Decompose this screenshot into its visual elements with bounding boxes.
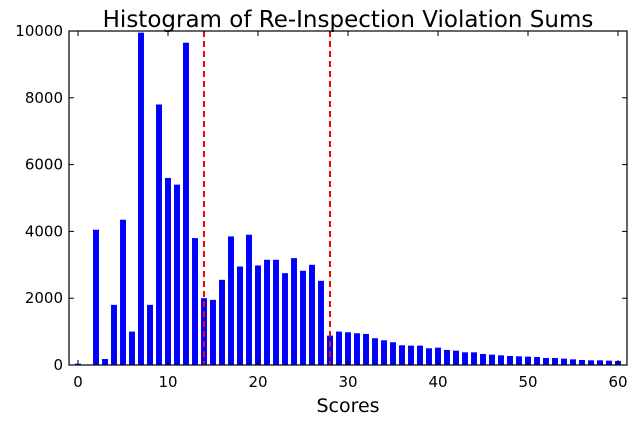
histogram-bar — [282, 273, 288, 365]
histogram-bar — [129, 331, 135, 365]
histogram-bar — [516, 356, 522, 365]
histogram-bar — [237, 266, 243, 365]
y-tick-label: 4000 — [25, 222, 63, 240]
histogram-bar — [300, 270, 306, 365]
histogram-bar — [435, 347, 441, 365]
bars-group — [75, 32, 621, 366]
histogram-bar — [228, 236, 234, 365]
histogram-bar — [453, 350, 459, 365]
histogram-bar — [543, 357, 549, 365]
histogram-bar — [390, 342, 396, 365]
histogram-bar — [102, 358, 108, 365]
histogram-bar — [507, 355, 513, 365]
y-tick-label: 6000 — [25, 156, 63, 174]
histogram-bar — [354, 333, 360, 365]
x-tick-label: 30 — [338, 373, 357, 391]
histogram-bar — [210, 299, 216, 365]
chart-title: Histogram of Re-Inspection Violation Sum… — [103, 7, 594, 33]
x-tick-label: 20 — [248, 373, 267, 391]
y-tick-label: 8000 — [25, 89, 63, 107]
histogram-bar — [309, 264, 315, 365]
histogram-bar — [588, 360, 594, 365]
y-tick-label: 0 — [53, 356, 63, 374]
x-tick-labels: 0 10 20 30 40 50 60 — [73, 373, 627, 391]
histogram-bar — [165, 177, 171, 365]
histogram-bar — [444, 349, 450, 365]
histogram-bar — [138, 32, 144, 366]
histogram-bar — [489, 354, 495, 365]
histogram-bar — [480, 353, 486, 365]
histogram-bar — [363, 333, 369, 365]
histogram-bar — [219, 279, 225, 365]
x-tick-label: 50 — [518, 373, 537, 391]
histogram-bar — [381, 340, 387, 365]
histogram-bar — [399, 345, 405, 365]
histogram-bar — [273, 259, 279, 365]
histogram-bar — [570, 359, 576, 365]
histogram-bar — [291, 258, 297, 365]
x-axis-title: Scores — [316, 395, 379, 417]
axis-ticks — [69, 30, 627, 366]
histogram-bar — [552, 357, 558, 365]
reference-lines — [203, 31, 331, 365]
y-tick-labels: 0 2000 4000 6000 8000 10000 — [15, 22, 63, 374]
histogram-bar — [147, 304, 153, 365]
histogram-bar — [345, 332, 351, 365]
histogram-bar — [606, 360, 612, 365]
histogram-bar — [111, 304, 117, 365]
histogram-bar — [462, 352, 468, 365]
x-tick-label: 10 — [158, 373, 177, 391]
histogram-bar — [534, 356, 540, 365]
histogram-bar — [246, 234, 252, 365]
histogram-bar — [471, 352, 477, 365]
histogram-bar — [597, 360, 603, 365]
x-tick-label: 40 — [428, 373, 447, 391]
histogram-bar — [93, 229, 99, 365]
histogram-bar — [498, 355, 504, 365]
histogram-bar — [318, 280, 324, 365]
histogram-bar — [408, 345, 414, 365]
histogram-bar — [336, 331, 342, 365]
histogram-bar — [255, 265, 261, 365]
histogram-bar — [120, 219, 126, 365]
histogram-bar — [156, 104, 162, 365]
x-tick-label: 60 — [608, 373, 627, 391]
histogram-bar — [426, 348, 432, 365]
histogram-bar — [417, 345, 423, 365]
histogram-bar — [192, 238, 198, 365]
histogram-bar — [579, 359, 585, 365]
histogram-bar — [327, 335, 333, 365]
histogram-bar — [561, 358, 567, 365]
x-tick-label: 0 — [73, 373, 83, 391]
y-tick-label: 10000 — [15, 22, 63, 40]
y-tick-label: 2000 — [25, 289, 63, 307]
histogram-bar — [183, 42, 189, 365]
histogram-bar — [372, 338, 378, 365]
histogram-bar — [264, 259, 270, 365]
histogram-bar — [174, 184, 180, 365]
